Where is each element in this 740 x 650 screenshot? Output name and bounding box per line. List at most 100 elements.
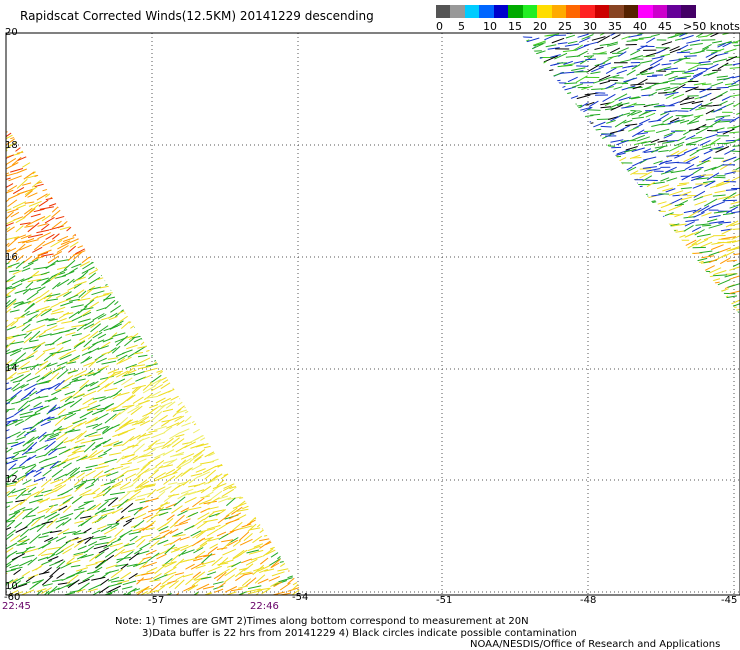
wind-barb [237,219,247,228]
wind-barb [233,397,243,404]
wind-barb [77,297,91,302]
wind-barb [228,184,241,194]
wind-barb [179,296,189,302]
wind-barb [546,87,556,92]
wind-barb [266,516,276,522]
wind-barb [630,49,641,56]
wind-barb [637,132,649,135]
wind-barb [103,198,117,205]
wind-barb [611,282,623,285]
wind-barb [164,278,177,288]
wind-barb [294,517,305,523]
wind-barb [21,323,31,332]
wind-barb [264,245,278,252]
wind-barb [242,503,254,510]
wind-barb [730,308,740,312]
wind-barb [543,150,554,156]
wind-barb [259,435,273,445]
wind-barb [116,542,130,552]
wind-barb [162,408,174,413]
wind-barb [78,384,88,392]
wind-barb [633,185,643,188]
wind-barb [111,507,124,515]
wind-barb [532,40,546,46]
wind-barb [217,183,227,190]
wind-barb [226,314,241,321]
wind-barb [696,159,710,167]
wind-barb [238,381,254,387]
wind-barb [85,562,98,567]
wind-barb [520,313,523,315]
wind-barb [261,587,271,595]
lon-label--60: -60 [4,592,21,603]
wind-barb [221,250,231,258]
wind-barb [626,110,637,117]
wind-barb [541,200,553,203]
wind-barb [258,465,270,472]
wind-barb [29,582,39,590]
wind-barb [90,174,102,185]
wind-barb [266,234,281,240]
wind-barb [271,510,281,515]
wind-barb [294,192,305,202]
wind-barb [46,362,58,368]
wind-barb [212,191,224,195]
wind-barb [279,524,289,530]
wind-barb [632,129,645,138]
wind-barb [561,63,575,67]
wind-barb [78,405,90,411]
wind-barb [648,228,661,235]
wind-barb [95,559,107,569]
wind-barb [575,213,587,218]
wind-barb [188,484,201,488]
wind-barb [195,530,207,539]
wind-barb [718,221,732,224]
wind-barb [558,210,569,216]
wind-barb [264,568,275,572]
wind-barb [562,264,577,271]
wind-barb [154,177,164,184]
wind-barb [564,82,578,85]
wind-barb [19,456,31,467]
wind-barb [166,514,175,521]
wind-barb [62,496,74,505]
wind-barb [547,120,560,123]
wind-barb [62,375,74,383]
wind-barb [551,100,561,106]
wind-barb [274,207,284,215]
wind-barb [263,319,277,324]
wind-barb [230,286,242,295]
wind-barb [636,227,647,230]
wind-barb [220,382,235,386]
wind-barb [628,34,643,38]
wind-barb [75,276,86,282]
wind-barb [216,262,226,270]
wind-barb [55,215,68,220]
wind-barb [255,285,264,292]
wind-barb [677,255,691,258]
wind-barb [121,275,132,279]
wind-barb [121,395,134,405]
wind-barb [176,419,185,427]
wind-barb [603,194,616,197]
wind-barb [286,354,295,361]
wind-barb [133,198,145,203]
wind-barb [281,191,294,201]
legend-swatch [681,5,696,18]
wind-barb [284,203,294,208]
wind-barb [254,574,266,584]
wind-barb [98,207,114,212]
wind-barb [617,125,631,133]
wind-barb [289,462,300,468]
wind-barb [520,79,528,83]
wind-barb [182,479,191,486]
wind-barb [281,226,296,232]
wind-barb [133,323,147,328]
wind-barb [679,33,691,37]
wind-barb [20,404,31,412]
wind-barb [665,229,676,236]
wind-barb [713,105,727,113]
wind-barb [662,314,677,315]
wind-barb [281,478,294,482]
wind-barb [683,209,696,214]
